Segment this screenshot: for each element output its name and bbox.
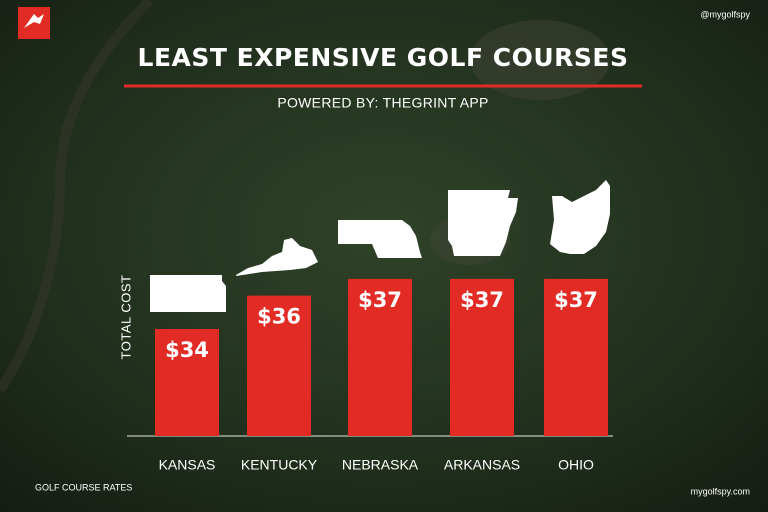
kentucky-shape xyxy=(236,238,318,276)
kansas-shape xyxy=(150,275,226,312)
source: mygolfspy.com xyxy=(691,486,750,496)
bars: $34 KANSAS $36 KENTUCKY $37 NEBRASKA $37 ARKANS… xyxy=(155,278,608,473)
bar xyxy=(450,278,514,436)
bar xyxy=(544,278,608,436)
footnote: GOLF COURSE RATES xyxy=(35,482,132,492)
logo-mark xyxy=(24,14,44,28)
watermark: @mygolfspy xyxy=(700,9,750,19)
x-tick-label: OHIO xyxy=(558,457,594,473)
value-label: $34 xyxy=(165,338,209,362)
logo[interactable] xyxy=(18,7,50,39)
x-tick-label: KANSAS xyxy=(159,457,216,473)
nebraska-shape xyxy=(338,220,422,258)
ohio-shape xyxy=(550,180,610,254)
value-label: $36 xyxy=(257,305,301,329)
y-axis-label: TOTAL COST xyxy=(118,275,133,360)
bar xyxy=(348,278,412,436)
bar xyxy=(247,295,311,436)
arkansas-shape xyxy=(448,190,518,256)
bar xyxy=(155,329,219,436)
bunker xyxy=(470,20,610,100)
x-tick-label: ARKANSAS xyxy=(444,457,520,473)
chart-title: LEAST EXPENSIVE GOLF COURSES xyxy=(138,43,629,72)
value-label: $37 xyxy=(358,288,402,312)
cart-path xyxy=(0,0,154,393)
x-tick-label: KENTUCKY xyxy=(241,457,318,473)
x-tick-label: NEBRASKA xyxy=(342,457,419,473)
chart-subtitle: POWERED BY: THEGRINT APP xyxy=(277,95,488,111)
value-label: $37 xyxy=(554,288,598,312)
value-label: $37 xyxy=(460,288,504,312)
